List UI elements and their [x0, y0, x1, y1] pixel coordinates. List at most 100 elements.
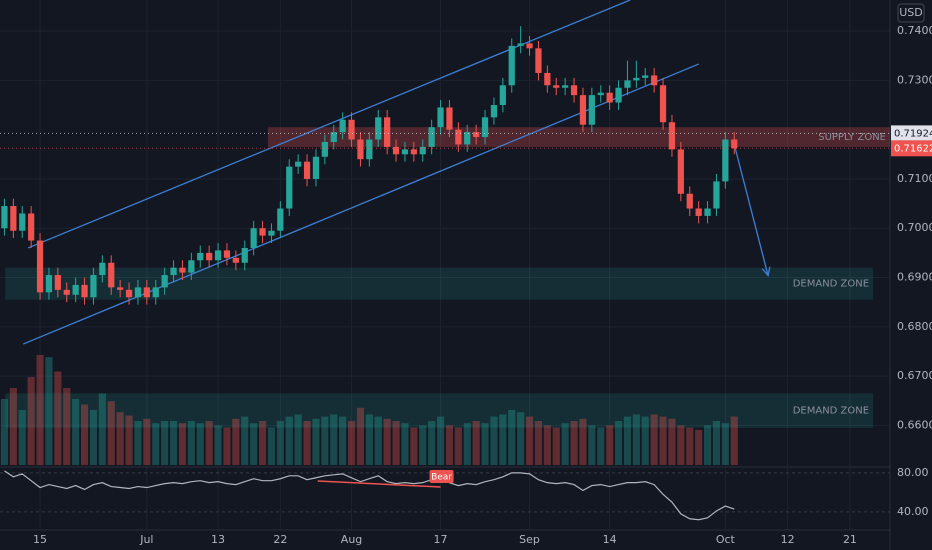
- candle-body: [428, 127, 435, 147]
- candle-body: [535, 48, 542, 73]
- zone-label: DEMAND ZONE: [793, 279, 869, 290]
- volume-bar: [419, 425, 427, 465]
- price-label-box: [891, 140, 932, 157]
- candle-body: [490, 104, 498, 118]
- x-tick-label: Sep: [519, 533, 540, 546]
- candle-body: [197, 252, 204, 261]
- volume-bar: [579, 418, 587, 465]
- candle-body: [125, 289, 133, 298]
- volume-bar: [241, 416, 249, 465]
- candle-body: [455, 129, 462, 145]
- volume-bar: [339, 416, 347, 465]
- volume-bar: [534, 421, 543, 465]
- volume-bar: [116, 412, 124, 465]
- candle-body: [473, 132, 480, 138]
- y-tick-label: 0.66000: [897, 418, 932, 431]
- volume-bar: [588, 425, 596, 465]
- x-tick-label: Oct: [716, 533, 736, 546]
- candle-body: [695, 208, 702, 216]
- candle-body: [28, 213, 35, 241]
- candle-body: [357, 139, 364, 160]
- volume-bar: [499, 414, 507, 465]
- y-tick-label: 0.74000: [897, 24, 932, 37]
- volume-bar: [641, 416, 649, 465]
- candle-body: [419, 146, 426, 155]
- currency-box: [897, 3, 925, 23]
- volume-bar: [356, 407, 365, 465]
- candle-body: [615, 87, 622, 103]
- price-label-box: [891, 125, 932, 142]
- x-tick-label: Jul: [139, 533, 153, 546]
- volume-bar: [730, 416, 738, 465]
- volume-bar: [98, 393, 106, 465]
- arrow-head: [761, 266, 771, 278]
- candle-body: [481, 117, 489, 138]
- volume-bar: [330, 414, 338, 465]
- candle-body: [90, 275, 97, 298]
- candle-body: [259, 228, 266, 236]
- candle-body: [277, 208, 284, 231]
- candle-body: [170, 267, 177, 276]
- x-tick-label: 17: [434, 533, 448, 546]
- volume-bar: [552, 427, 560, 465]
- volume-bar: [686, 427, 694, 465]
- candle-body: [10, 206, 17, 231]
- y-tick-label: 0.68000: [897, 320, 932, 333]
- divergence-label-box: [429, 470, 454, 484]
- x-tick-label: 15: [33, 533, 47, 546]
- volume-bar: [410, 427, 418, 465]
- volume-bar: [258, 421, 267, 465]
- volume-bar: [650, 414, 658, 465]
- candle-body: [303, 161, 311, 179]
- zone-label: SUPPLY ZONE: [818, 132, 886, 143]
- volume-bar: [712, 421, 721, 465]
- volume-bar: [223, 427, 231, 465]
- price-label: 0.71924: [894, 128, 932, 139]
- volume-bar: [18, 410, 26, 465]
- candle-body: [579, 95, 587, 125]
- volume-bar: [63, 388, 71, 465]
- volume-bar: [561, 423, 569, 465]
- volume-bar: [36, 355, 44, 465]
- candle-body: [81, 284, 88, 298]
- candle-body: [437, 107, 444, 128]
- volume-bar: [161, 421, 169, 465]
- volume-bar: [383, 418, 391, 465]
- candle-body: [339, 119, 346, 133]
- candle-body: [152, 287, 159, 298]
- volume-bar: [312, 418, 320, 465]
- candle-body: [642, 75, 649, 78]
- candle-body: [366, 139, 373, 160]
- volume-bar: [285, 416, 293, 465]
- volume-bar: [570, 421, 578, 465]
- zone-label: DEMAND ZONE: [793, 406, 869, 417]
- candle-body: [401, 149, 409, 155]
- volume-bar: [445, 425, 454, 465]
- volume-bar: [481, 423, 489, 465]
- candle-body: [99, 262, 106, 276]
- volume-bar: [454, 427, 462, 465]
- candle-body: [668, 122, 676, 150]
- volume-bar: [428, 421, 436, 465]
- volume-bar: [72, 399, 80, 465]
- volume-bar: [143, 418, 151, 465]
- volume-bar: [632, 414, 640, 465]
- volume-bar: [232, 418, 240, 465]
- candle-body: [526, 43, 533, 49]
- volume-bar: [347, 421, 356, 465]
- volume-bar: [677, 425, 685, 465]
- volume-bar: [54, 371, 62, 465]
- candle-body: [677, 149, 684, 194]
- candle-body: [348, 119, 355, 140]
- candle-body: [108, 262, 115, 288]
- x-tick-label: 14: [603, 533, 617, 546]
- volume-bar: [9, 388, 17, 465]
- y-tick-label: 0.67000: [897, 369, 932, 382]
- volume-bar: [472, 421, 480, 465]
- volume-bar: [321, 416, 329, 465]
- volume-bar: [169, 421, 178, 465]
- volume-bar: [27, 377, 35, 465]
- volume-bar: [508, 410, 516, 465]
